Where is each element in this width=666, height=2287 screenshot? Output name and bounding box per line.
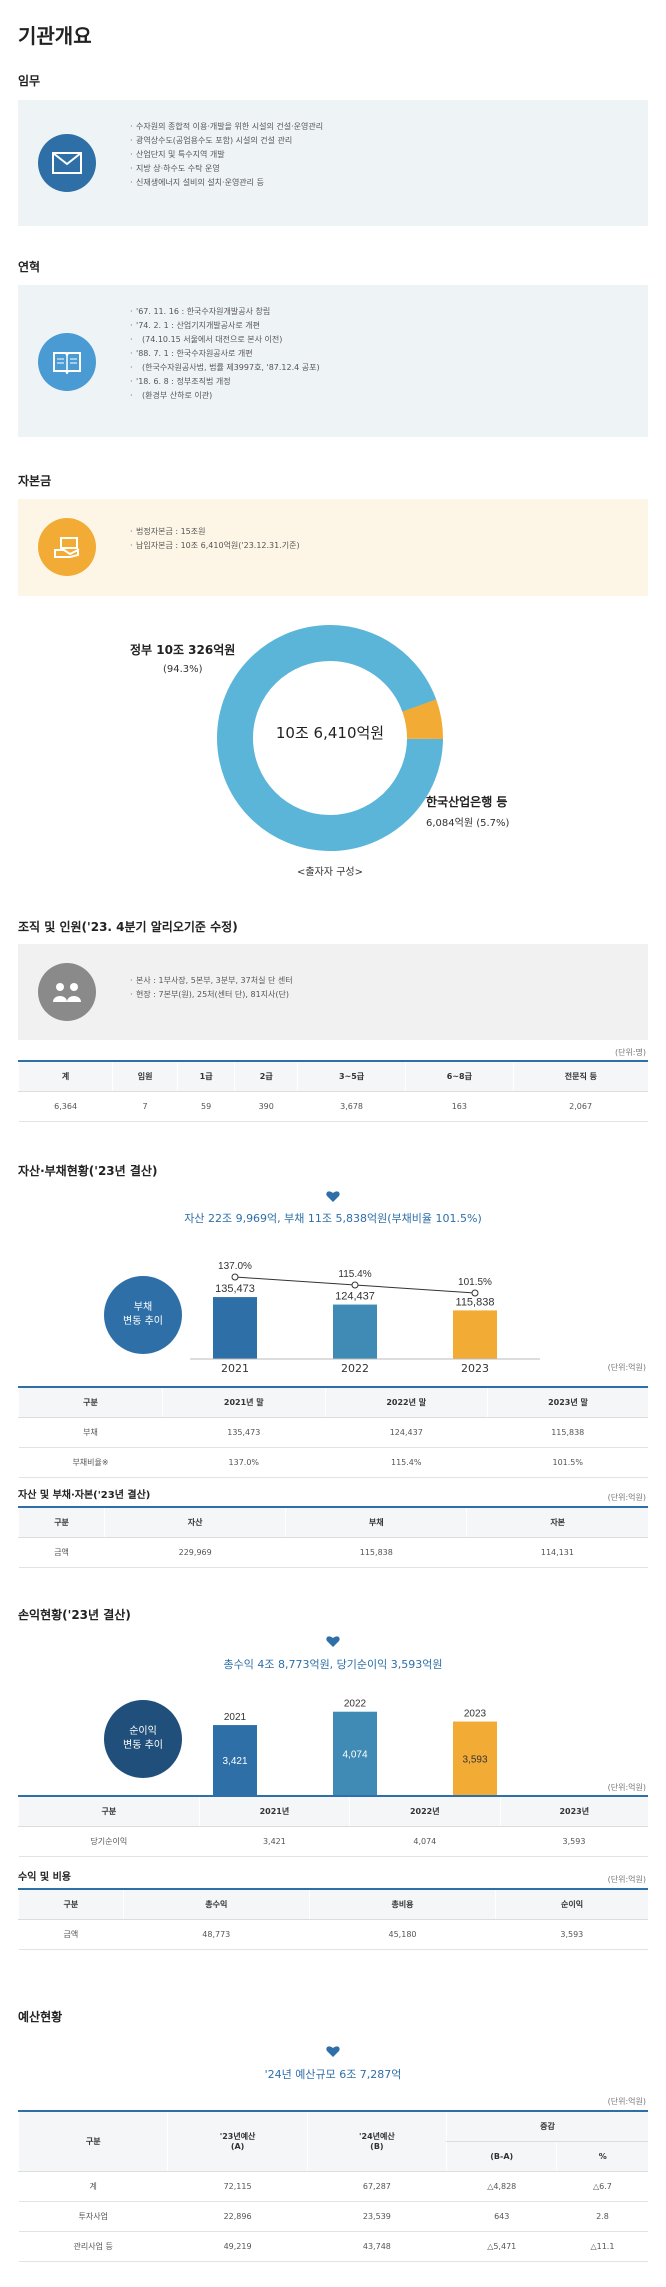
debt-chart-unit: (단위:억원) <box>607 1363 646 1372</box>
donut-center-label: 10조 6,410억원 <box>275 724 385 742</box>
profit-bar-2022 <box>333 1711 377 1795</box>
assets-unit: (단위:억원) <box>607 1493 646 1502</box>
budget-unit: (단위:억원) <box>607 2097 646 2106</box>
profit-bar-2021 <box>213 1725 257 1795</box>
debt-ratio-point <box>231 1273 239 1281</box>
heart-icon <box>325 2043 341 2063</box>
debt-ratio-point <box>351 1281 359 1289</box>
donut-gov-pct: (94.3%) <box>163 664 203 675</box>
budget-table-subheader: (B-A) % <box>19 2141 648 2172</box>
debt-bar-chart: 135,473 137.0% 124,437 115.4% 115,838 101.5% <box>190 1261 540 1360</box>
income-table-header: 구분 총수익 총비용 순이익 <box>18 1889 648 1920</box>
table-row: 투자사업 22,896 23,539 643 2.8 <box>18 2201 648 2232</box>
profit-bar-value: 4,074 <box>342 1749 367 1760</box>
debt-bar-label: 115,838 <box>456 1296 495 1308</box>
table-row: 관리사업 등 49,219 43,748 △5,471 △11.1 <box>18 2231 648 2262</box>
heart-icon <box>325 1188 341 1208</box>
org-list: 본사 : 1부사장, 5본부, 3분부, 37처실 단 센터 현장 : 7본부(… <box>130 974 293 1002</box>
staff-table-header: 계 임원 1급 2급 3~5급 6~8급 전문직 등 <box>17 1061 648 1092</box>
debt-trend-badge: 부채 변동 추이 <box>104 1276 182 1354</box>
history-list: '67. 11. 16 : 한국수자원개발공사 창립 '74. 2. 1 : 산… <box>130 305 320 403</box>
history-heading: 연혁 <box>18 260 41 274</box>
hand-money-icon <box>38 518 96 576</box>
table-row: 6,364 7 59 390 3,678 163 2,067 <box>18 1091 648 1122</box>
profit-headline: 총수익 4조 8,773억원, 당기순이익 3,593억원 <box>223 1658 443 1671</box>
budget-table: 구분 '23년예산 (A) '24년예산 (B) 증감 (B-A) % 계 72,11… <box>17 2110 648 2262</box>
debt-ratio-point <box>471 1289 479 1297</box>
profit-heading: 손익현황('23년 결산) <box>18 1608 131 1622</box>
table-row: 부채비율※ 137.0% 115.4% 101.5% <box>18 1447 648 1478</box>
debt-bar-2023 <box>453 1310 497 1359</box>
income-table: 구분 총수익 총비용 순이익 금액 48,773 45,180 3,593 <box>18 1888 648 1950</box>
envelope-icon <box>38 134 96 192</box>
donut-bank-label: 한국산업은행 등 <box>426 795 508 809</box>
debt-year-2023: 2023 <box>461 1362 489 1375</box>
donut-bank-value: 6,084억원 (5.7%) <box>426 818 510 829</box>
table-row: 금액 229,969 115,838 114,131 <box>18 1537 648 1568</box>
capital-heading: 자본금 <box>18 474 52 488</box>
donut-caption: <출자자 구성> <box>297 867 363 878</box>
heart-icon <box>325 1633 341 1653</box>
income-unit: (단위:억원) <box>607 1875 646 1884</box>
profit-year-label: 2023 <box>464 1709 487 1720</box>
staff-table: 계 임원 1급 2급 3~5급 6~8급 전문직 등 6,364 7 59 390 3,678 163… <box>17 1060 648 1122</box>
people-icon <box>38 963 96 1021</box>
profit-table-header: 구분 2021년 2022년 2023년 <box>18 1796 648 1827</box>
debt-bar-label: 135,473 <box>215 1283 255 1295</box>
debt-table: 구분 2021년 말 2022년 말 2023년 말 부채 135,473 124,437… <box>17 1386 648 1478</box>
profit-bar-value: 3,593 <box>462 1754 487 1765</box>
profit-year-label: 2021 <box>224 1712 247 1723</box>
debt-bar-2021 <box>213 1297 257 1359</box>
debt-year-2021: 2021 <box>221 1362 249 1375</box>
debt-ratio-label: 137.0% <box>218 1261 252 1272</box>
debt-bar-2022 <box>333 1304 377 1359</box>
debt-headline: 자산 22조 9,969억, 부채 11조 5,838억원(부채비율 101.5… <box>184 1212 482 1225</box>
assets-table-header: 구분 자산 부채 자본 <box>17 1507 648 1538</box>
capital-list: 법정자본금 : 15조원 납입자본금 : 10조 6,410억원('23.12.… <box>130 525 300 553</box>
budget-heading: 예산현황 <box>18 2010 63 2024</box>
page-title: 기관개요 <box>18 24 92 48</box>
ownership-donut-chart <box>217 625 443 851</box>
profit-table: 구분 2021년 2022년 2023년 당기순이익 3,421 4,074 3,593 <box>18 1795 648 1857</box>
table-row: 계 72,115 67,287 △4,828 △6.7 <box>18 2171 648 2202</box>
capital-panel: 법정자본금 : 15조원 납입자본금 : 10조 6,410억원('23.12.… <box>18 499 648 596</box>
debt-heading: 자산·부채현황('23년 결산) <box>18 1164 158 1178</box>
duty-heading: 임무 <box>18 74 41 88</box>
debt-table-header: 구분 2021년 말 2022년 말 2023년 말 <box>17 1387 648 1418</box>
assets-heading: 자산 및 부채·자본('23년 결산) <box>18 1490 151 1501</box>
org-unit: (단위:명) <box>614 1048 646 1057</box>
debt-year-2022: 2022 <box>341 1362 369 1375</box>
profit-year-label: 2022 <box>344 1699 367 1710</box>
budget-headline: '24년 예산규모 6조 7,287억 <box>264 2068 402 2081</box>
income-heading: 수익 및 비용 <box>18 1872 71 1883</box>
donut-gov-label: 정부 10조 326억원 <box>130 643 236 657</box>
assets-table: 구분 자산 부채 자본 금액 229,969 115,838 114,131 <box>17 1506 648 1568</box>
org-panel: 본사 : 1부사장, 5본부, 3분부, 37처실 단 센터 현장 : 7본부(… <box>18 944 648 1040</box>
debt-ratio-label: 115.4% <box>338 1269 371 1280</box>
table-row: 부채 135,473 124,437 115,838 <box>18 1417 648 1448</box>
profit-trend-badge: 순이익 변동 추이 <box>104 1700 182 1778</box>
debt-ratio-label: 101.5% <box>458 1277 492 1288</box>
table-row: 당기순이익 3,421 4,074 3,593 <box>18 1826 648 1857</box>
book-icon <box>38 333 96 391</box>
org-heading: 조직 및 인원('23. 4분기 알리오기준 수정) <box>18 920 238 934</box>
profit-bar-chart: 3,421 2021 4,074 2022 3,593 2023 <box>213 1699 497 1795</box>
debt-bar-label: 124,437 <box>335 1291 375 1303</box>
duty-list: 수자원의 종합적 이용·개발을 위한 시설의 건설·운영관리 광역상수도(공업용… <box>130 120 323 190</box>
history-panel: '67. 11. 16 : 한국수자원개발공사 창립 '74. 2. 1 : 산… <box>18 285 648 437</box>
profit-bar-value: 3,421 <box>222 1756 247 1767</box>
profit-chart-unit: (단위:억원) <box>607 1783 646 1792</box>
duty-panel: 수자원의 종합적 이용·개발을 위한 시설의 건설·운영관리 광역상수도(공업용… <box>18 100 648 226</box>
profit-bar-2023 <box>453 1721 497 1795</box>
budget-table-header: 구분 '23년예산 (A) '24년예산 (B) 증감 <box>17 2111 648 2172</box>
table-row: 금액 48,773 45,180 3,593 <box>18 1919 648 1950</box>
